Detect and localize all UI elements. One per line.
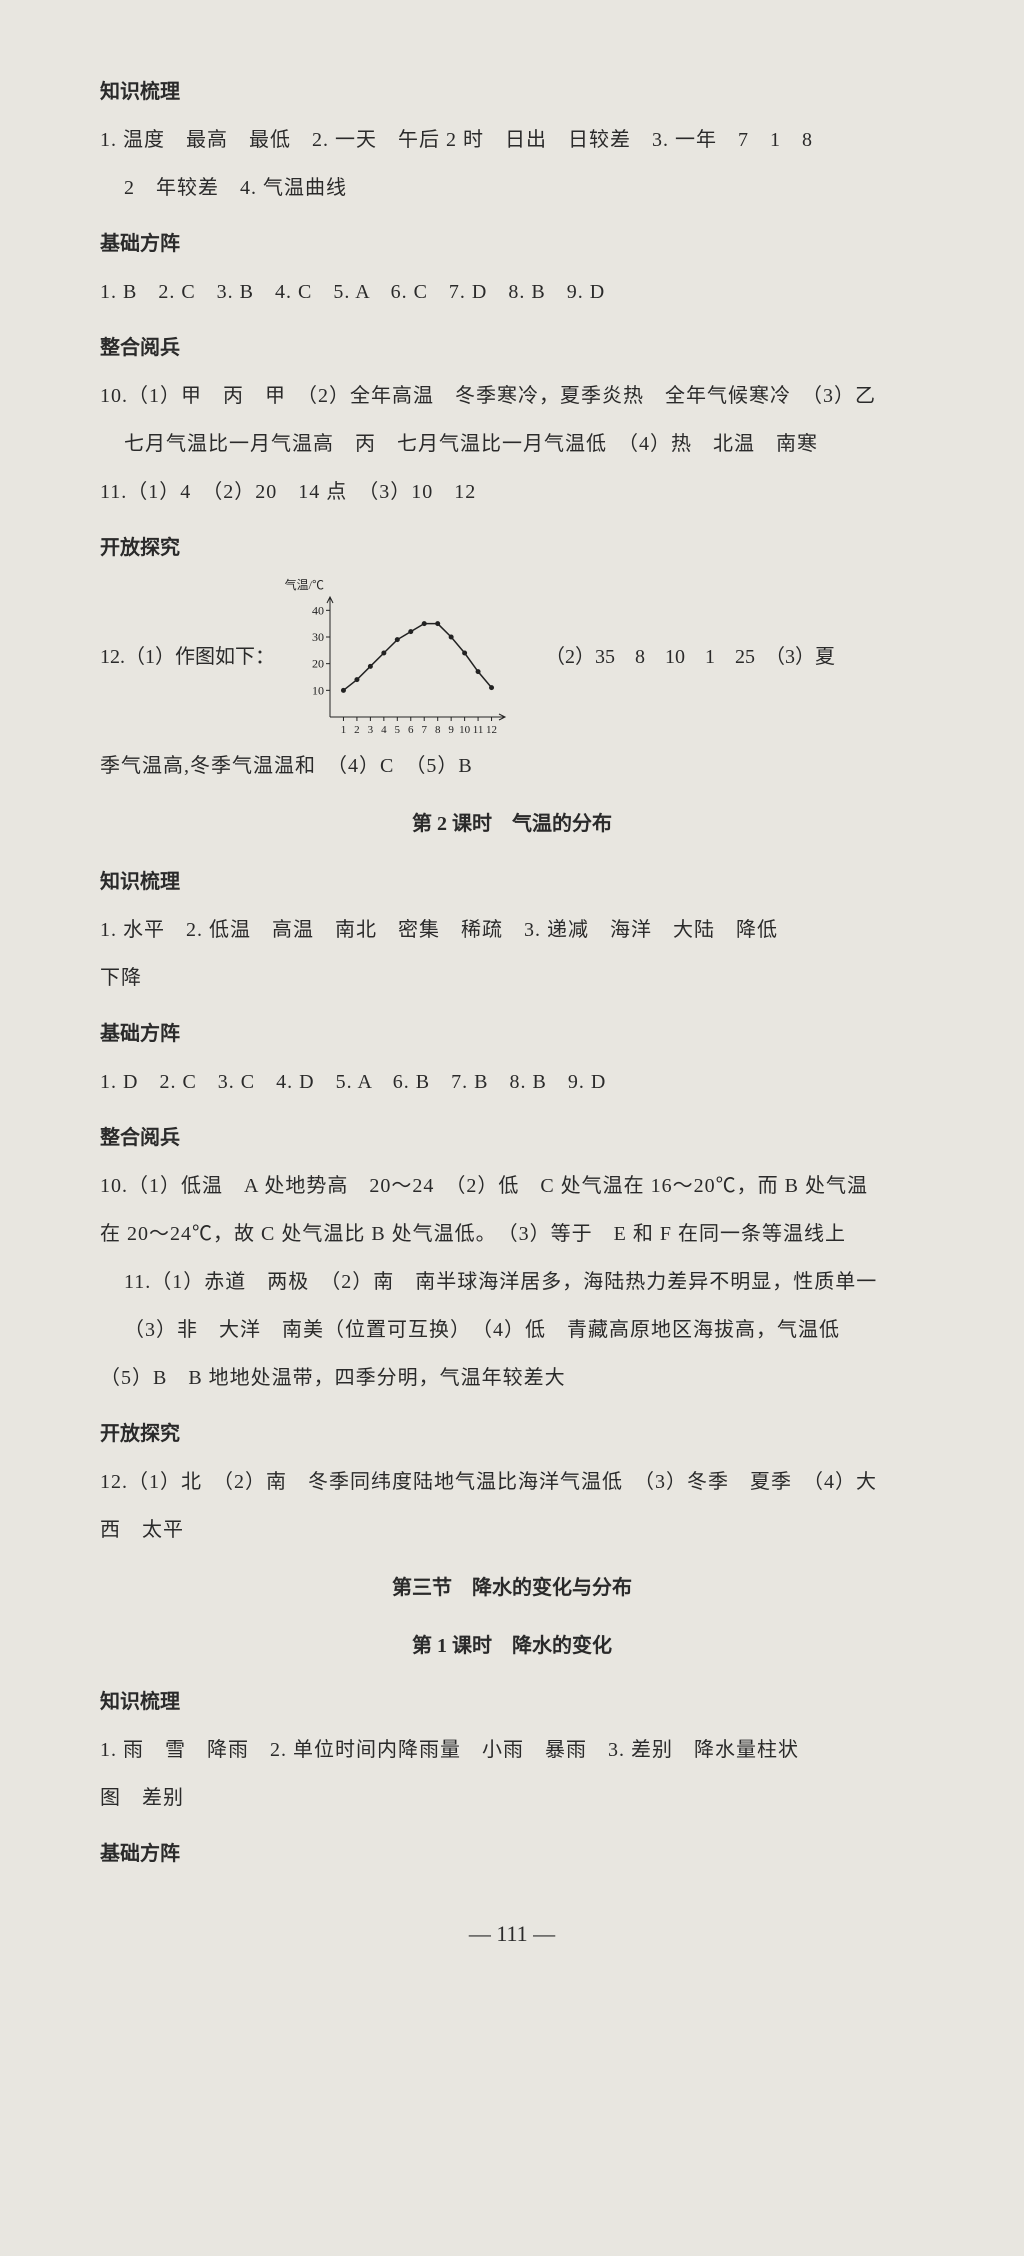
svg-text:气温/℃: 气温/℃ xyxy=(285,577,324,592)
heading-explore-2: 开放探究 xyxy=(100,1410,924,1458)
lesson-1-title: 第 1 课时 降水的变化 xyxy=(100,1622,924,1670)
svg-text:11: 11 xyxy=(473,724,484,736)
svg-text:5: 5 xyxy=(395,724,401,736)
text-line: 图 差别 xyxy=(100,1774,924,1822)
text-line: 七月气温比一月气温高 丙 七月气温比一月气温低 （4）热 北温 南寒 xyxy=(100,420,924,468)
heading-integrate-1: 整合阅兵 xyxy=(100,324,924,372)
heading-integrate-2: 整合阅兵 xyxy=(100,1114,924,1162)
svg-text:6: 6 xyxy=(408,724,414,736)
heading-basic-1: 基础方阵 xyxy=(100,220,924,268)
svg-text:（月）: （月） xyxy=(507,722,515,736)
text-line: 12.（1）北 （2）南 冬季同纬度陆地气温比海洋气温低 （3）冬季 夏季 （4… xyxy=(100,1458,924,1506)
text-line: 10.（1）低温 A 处地势高 20～24 （2）低 C 处气温在 16～20℃… xyxy=(100,1162,924,1210)
text-line: 1. 水平 2. 低温 高温 南北 密集 稀疏 3. 递减 海洋 大陆 降低 xyxy=(100,906,924,954)
svg-text:2: 2 xyxy=(354,724,360,736)
text-line: 下降 xyxy=(100,954,924,1002)
heading-basic-3: 基础方阵 xyxy=(100,1830,924,1878)
svg-text:40: 40 xyxy=(312,603,324,617)
text-line: 10.（1）甲 丙 甲 （2）全年高温 冬季寒冷，夏季炎热 全年气候寒冷 （3）… xyxy=(100,372,924,420)
page-number: — 111 — xyxy=(100,1908,924,1961)
svg-text:1: 1 xyxy=(341,724,347,736)
text-line: （3）非 大洋 南美（位置可互换） （4）低 青藏高原地区海拔高，气温低 xyxy=(100,1306,924,1354)
temperature-chart: 气温/℃10203040123456789101112（月） xyxy=(285,572,515,742)
text-line: 1. 温度 最高 最低 2. 一天 午后 2 时 日出 日较差 3. 一年 7 … xyxy=(100,116,924,164)
text-line: 1. 雨 雪 降雨 2. 单位时间内降雨量 小雨 暴雨 3. 差别 降水量柱状 xyxy=(100,1726,924,1774)
text-line: 季气温高,冬季气温温和 （4）C （5）B xyxy=(100,742,924,790)
section-3-title: 第三节 降水的变化与分布 xyxy=(100,1564,924,1612)
q12-label: 12.（1）作图如下： xyxy=(100,633,275,681)
svg-text:4: 4 xyxy=(381,724,387,736)
lesson-2-title: 第 2 课时 气温的分布 xyxy=(100,800,924,848)
svg-text:7: 7 xyxy=(421,724,427,736)
text-line: 1. B 2. C 3. B 4. C 5. A 6. C 7. D 8. B … xyxy=(100,268,924,316)
svg-text:10: 10 xyxy=(459,724,471,736)
text-line: （5）B B 地地处温带，四季分明，气温年较差大 xyxy=(100,1354,924,1402)
heading-knowledge-2: 知识梳理 xyxy=(100,858,924,906)
heading-knowledge-3: 知识梳理 xyxy=(100,1678,924,1726)
heading-explore-1: 开放探究 xyxy=(100,524,924,572)
svg-text:20: 20 xyxy=(312,657,324,671)
svg-text:10: 10 xyxy=(312,683,324,697)
svg-text:8: 8 xyxy=(435,724,441,736)
svg-text:30: 30 xyxy=(312,630,324,644)
text-line: 11.（1）赤道 两极 （2）南 南半球海洋居多，海陆热力差异不明显，性质单一 xyxy=(100,1258,924,1306)
text-line: 2 年较差 4. 气温曲线 xyxy=(100,164,924,212)
text-line: 西 太平 xyxy=(100,1506,924,1554)
heading-knowledge-1: 知识梳理 xyxy=(100,68,924,116)
q12-row: 12.（1）作图如下： 气温/℃10203040123456789101112（… xyxy=(100,572,924,742)
heading-basic-2: 基础方阵 xyxy=(100,1010,924,1058)
text-line: 1. D 2. C 3. C 4. D 5. A 6. B 7. B 8. B … xyxy=(100,1058,924,1106)
text-line: 在 20～24℃，故 C 处气温比 B 处气温低。 （3）等于 E 和 F 在同… xyxy=(100,1210,924,1258)
text-line: 11.（1）4 （2）20 14 点 （3）10 12 xyxy=(100,468,924,516)
svg-text:3: 3 xyxy=(368,724,374,736)
svg-text:12: 12 xyxy=(486,724,497,736)
q12-answers: （2）35 8 10 1 25 （3）夏 xyxy=(545,633,835,681)
svg-text:9: 9 xyxy=(448,724,454,736)
